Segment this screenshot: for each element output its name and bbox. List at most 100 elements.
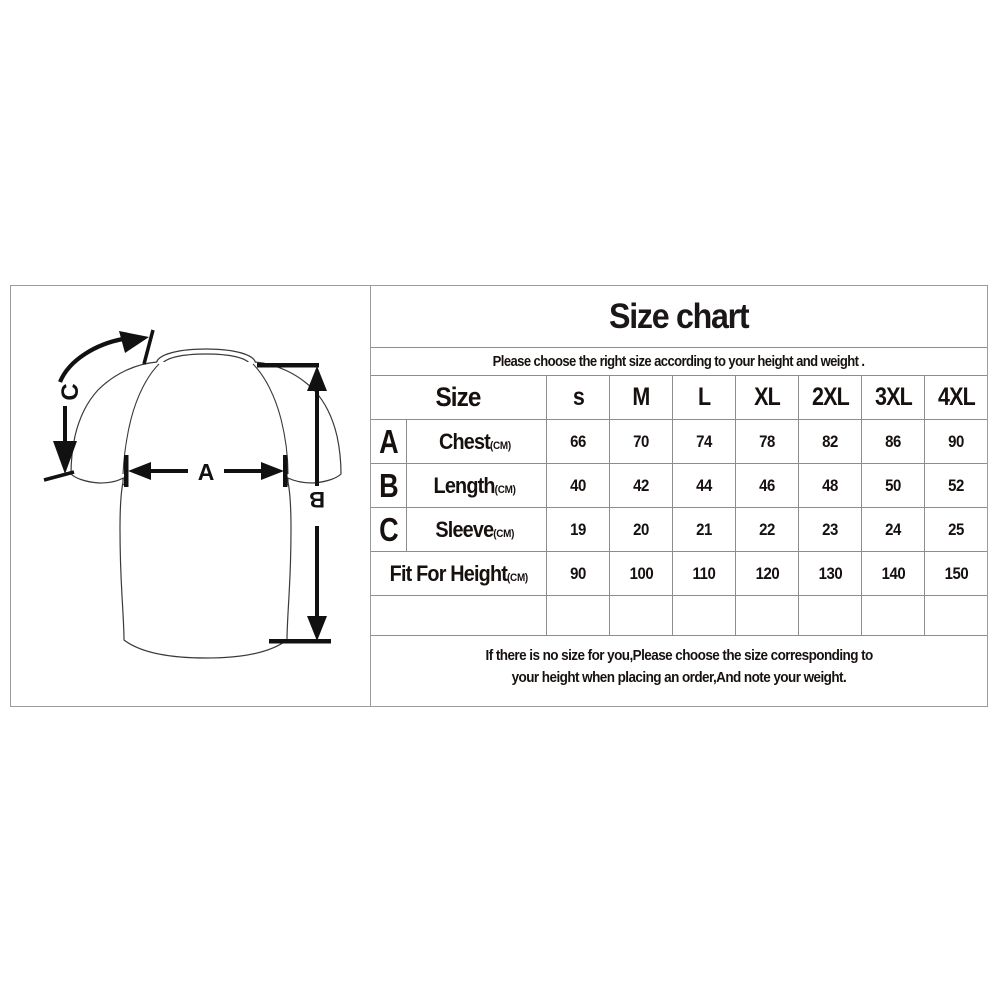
cell: 150 (925, 552, 987, 595)
cell-value: 21 (696, 519, 712, 539)
row-label-unit: (CM) (489, 439, 511, 452)
row-label-text: Sleeve (435, 516, 494, 542)
cell-value: 74 (696, 431, 712, 451)
measure-c-sleeve-icon: C (43, 329, 155, 482)
header-size-label: Size (435, 382, 482, 412)
cell-value: 50 (885, 475, 901, 495)
cell: 90 (925, 420, 987, 463)
cell-value: 150 (944, 563, 968, 583)
cell-value: 24 (885, 519, 901, 539)
cell: 78 (736, 420, 799, 463)
tshirt-diagram: A B (43, 329, 342, 659)
size-value: XL (754, 383, 781, 411)
subtitle-row: Please choose the right size according t… (371, 348, 987, 376)
cell: 22 (736, 508, 799, 551)
footer-line-1: If there is no size for you,Please choos… (485, 647, 873, 665)
cell: 20 (610, 508, 673, 551)
cell-value: 42 (633, 475, 649, 495)
cell-value: 90 (570, 563, 586, 583)
cell: 44 (673, 464, 736, 507)
cell-value: 46 (759, 475, 775, 495)
cell-value: 70 (633, 431, 649, 451)
cell-value: 130 (818, 563, 842, 583)
row-marker-label: A (378, 423, 399, 460)
cell: 23 (799, 508, 862, 551)
header-size-m: M (610, 376, 673, 419)
row-label-text: Fit For Height (389, 560, 507, 586)
header-size-4xl: 4XL (925, 376, 987, 419)
cell: 82 (799, 420, 862, 463)
header-size-2xl: 2XL (799, 376, 862, 419)
size-value: 4XL (937, 383, 976, 411)
cell-value: 44 (696, 475, 712, 495)
row-label-text: Chest (438, 428, 491, 454)
header-size-l: L (673, 376, 736, 419)
row-label-sleeve: Sleeve(CM) (407, 508, 547, 551)
cell: 130 (799, 552, 862, 595)
cell: 100 (610, 552, 673, 595)
empty-cell (925, 596, 987, 635)
cell-value: 90 (948, 431, 964, 451)
measure-a-label: A (198, 459, 215, 485)
cell-value: 22 (759, 519, 775, 539)
cell: 66 (547, 420, 610, 463)
subtitle-text: Please choose the right size according t… (493, 353, 865, 370)
empty-cell (547, 596, 610, 635)
cell-value: 25 (948, 519, 964, 539)
row-label-unit: (CM) (494, 483, 516, 496)
cell: 24 (862, 508, 925, 551)
empty-cell (799, 596, 862, 635)
cell: 42 (610, 464, 673, 507)
cell-value: 78 (759, 431, 775, 451)
cell-value: 100 (629, 563, 653, 583)
cell: 48 (799, 464, 862, 507)
row-label-chest: Chest(CM) (407, 420, 547, 463)
cell: 40 (547, 464, 610, 507)
header-size-xl: XL (736, 376, 799, 419)
cell: 70 (610, 420, 673, 463)
row-marker-label: B (378, 467, 399, 504)
cell: 74 (673, 420, 736, 463)
cell-value: 82 (822, 431, 838, 451)
header-size-s: s (547, 376, 610, 419)
measure-a-chest-icon: A (124, 455, 288, 487)
empty-cell (673, 596, 736, 635)
row-label-length: Length(CM) (407, 464, 547, 507)
title-row: Size chart (371, 286, 987, 348)
header-size-cell: Size (371, 376, 547, 419)
empty-cell (610, 596, 673, 635)
size-value: s (572, 383, 584, 411)
row-marker-b: B (371, 464, 407, 507)
cell: 110 (673, 552, 736, 595)
cell-value: 20 (633, 519, 649, 539)
cell: 21 (673, 508, 736, 551)
size-chart-panel: A B (10, 285, 988, 707)
cell-value: 86 (885, 431, 901, 451)
size-value: 2XL (811, 383, 850, 411)
size-value: M (632, 383, 650, 411)
shirt-sleeve-right-outline (254, 361, 342, 484)
footer-note-row: If there is no size for you,Please choos… (371, 636, 987, 698)
cell-value: 140 (881, 563, 905, 583)
measure-c-label: C (57, 383, 84, 400)
footer-line-2: your height when placing an order,And no… (511, 669, 847, 686)
cell-value: 40 (570, 475, 586, 495)
size-table-panel: Size chart Please choose the right size … (371, 286, 987, 706)
cell: 86 (862, 420, 925, 463)
cell-value: 48 (822, 475, 838, 495)
table-row: C Sleeve(CM) 19 20 21 22 23 24 25 (371, 508, 987, 552)
fit-for-height-row: Fit For Height(CM) 90 100 110 120 130 14… (371, 552, 987, 596)
cell-value: 66 (570, 431, 586, 451)
table-row: B Length(CM) 40 42 44 46 48 50 52 (371, 464, 987, 508)
cell-value: 23 (822, 519, 838, 539)
header-size-3xl: 3XL (862, 376, 925, 419)
empty-cell (736, 596, 799, 635)
cell: 90 (547, 552, 610, 595)
cell-value: 52 (948, 475, 964, 495)
measure-b-label: B (309, 487, 325, 512)
page-title: Size chart (609, 297, 750, 336)
cell: 25 (925, 508, 987, 551)
empty-row (371, 596, 987, 636)
row-label-fit-for-height: Fit For Height(CM) (371, 552, 547, 595)
empty-cell (862, 596, 925, 635)
